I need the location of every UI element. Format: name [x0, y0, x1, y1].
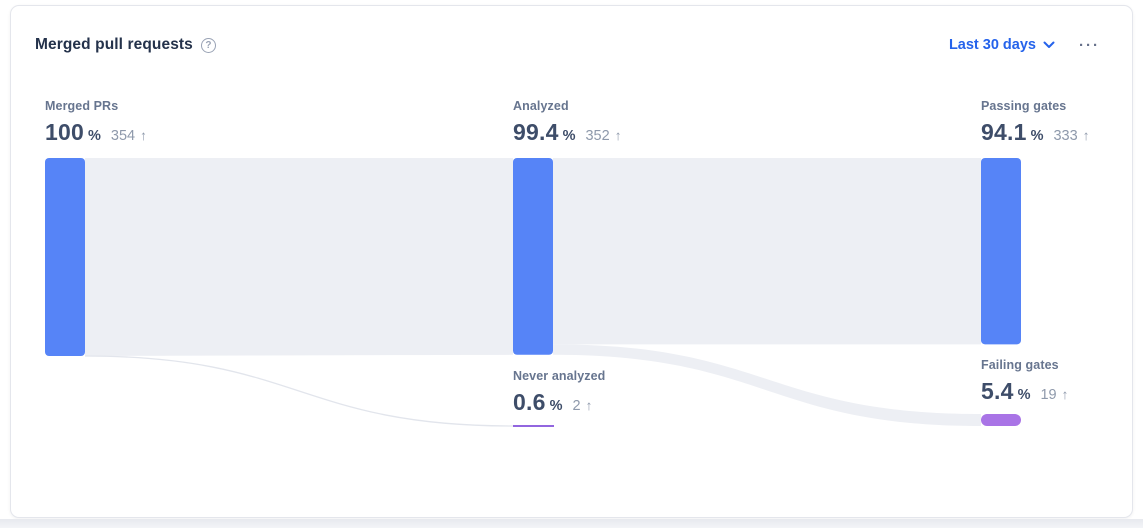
header-actions: Last 30 days ···	[949, 37, 1102, 53]
stat-never-analyzed: Never analyzed 0.6 % 2 ↑	[513, 369, 605, 416]
trend-up-icon: ↑	[585, 398, 593, 413]
card-header: Merged pull requests ? Last 30 days ···	[35, 36, 1102, 54]
stat-percent: 94.1	[981, 119, 1027, 145]
percent-sign: %	[1017, 387, 1031, 403]
stat-analyzed: Analyzed 99.4 % 352 ↑	[513, 99, 621, 146]
sankey-chart: Merged PRs 100 % 354 ↑ Analyzed 99.4 % 3…	[11, 6, 1132, 517]
stat-count: 2	[572, 398, 581, 414]
ellipsis-icon: ···	[1079, 36, 1100, 54]
trend-up-icon: ↑	[140, 128, 147, 143]
flow-merged-never-analyzed	[84, 355, 514, 427]
failing-gates-node-bar[interactable]	[981, 414, 1021, 426]
flow-analyzed-failing	[553, 344, 981, 426]
stat-label: Never analyzed	[513, 369, 606, 383]
stat-value: 99.4 % 352 ↑	[513, 119, 621, 146]
flow-merged-analyzed	[85, 158, 513, 356]
flow-analyzed-passing	[553, 158, 981, 345]
sankey-svg	[45, 158, 1021, 427]
stat-passing-gates: Passing gates 94.1 % 333 ↑	[981, 99, 1089, 146]
stat-label: Merged PRs	[45, 99, 119, 113]
help-icon[interactable]: ?	[200, 37, 216, 53]
stat-merged-prs: Merged PRs 100 % 354 ↑	[45, 99, 147, 146]
stat-label: Analyzed	[513, 99, 569, 113]
overflow-menu-button[interactable]: ···	[1077, 38, 1102, 53]
percent-sign: %	[549, 398, 563, 414]
stat-percent: 5.4	[981, 378, 1014, 404]
stat-count: 354	[110, 128, 136, 144]
card-title: Merged pull requests	[35, 36, 193, 53]
stat-count: 19	[1040, 387, 1057, 403]
stat-count: 333	[1053, 128, 1078, 144]
never-analyzed-accent-bar[interactable]	[513, 425, 554, 427]
stat-value: 0.6 % 2 ↑	[513, 389, 605, 416]
passing-gates-node-bar[interactable]	[981, 158, 1021, 345]
period-selector[interactable]: Last 30 days	[949, 37, 1055, 53]
chevron-down-icon	[1043, 41, 1055, 48]
title-wrap: Merged pull requests ?	[35, 36, 216, 54]
merged-pull-requests-card: Merged pull requests ? Last 30 days ··· …	[10, 5, 1133, 518]
trend-up-icon: ↑	[1061, 387, 1069, 402]
stat-value: 5.4 % 19 ↑	[981, 378, 1068, 405]
stat-percent: 99.4	[513, 119, 559, 145]
stat-label: Passing gates	[981, 99, 1067, 113]
stat-failing-gates: Failing gates 5.4 % 19 ↑	[981, 358, 1068, 405]
trend-up-icon: ↑	[1082, 128, 1090, 143]
stat-percent: 0.6	[513, 389, 546, 415]
stat-percent: 100	[45, 119, 84, 145]
merged-prs-node-bar[interactable]	[45, 158, 85, 356]
stat-count: 352	[585, 128, 610, 144]
trend-up-icon: ↑	[614, 128, 622, 143]
page-background-strip	[0, 519, 1143, 528]
percent-sign: %	[562, 128, 576, 144]
period-label: Last 30 days	[948, 37, 1036, 53]
stat-value: 100 % 354 ↑	[45, 119, 147, 146]
percent-sign: %	[1030, 128, 1044, 144]
percent-sign: %	[87, 128, 101, 144]
stat-label: Failing gates	[981, 358, 1059, 372]
stat-value: 94.1 % 333 ↑	[981, 119, 1089, 146]
analyzed-node-bar[interactable]	[513, 158, 553, 355]
